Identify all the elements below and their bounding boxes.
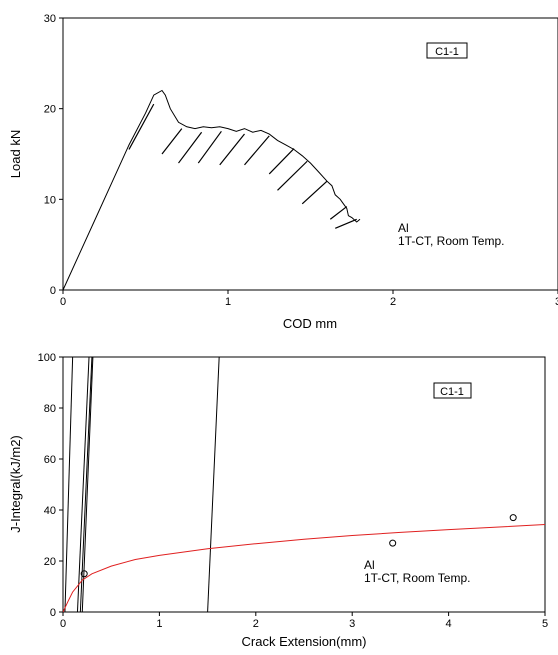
bottom-x-ticks: 0 1 2 3 4 5: [60, 612, 548, 630]
bottom-x-tick-label: 0: [60, 618, 66, 630]
bottom-tag-label: C1-1: [440, 386, 464, 398]
bottom-y-tick-label: 0: [50, 607, 56, 619]
unload-reload-segment: [178, 131, 203, 164]
bottom-tag-box: [433, 382, 472, 399]
blunting-line: [207, 356, 220, 613]
unload-reload-segment: [161, 128, 183, 155]
bottom-x-tick-label: 1: [156, 618, 162, 630]
top-tag-label: C1-1: [435, 46, 459, 58]
top-load-curve: [62, 89, 361, 291]
unload-reload-segment: [219, 133, 245, 166]
top-tag-box: [426, 42, 468, 59]
top-annotation-line-1: Al: [398, 221, 409, 235]
bottom-y-tick-label: 40: [44, 505, 56, 517]
bottom-y-tick-label: 80: [44, 403, 56, 415]
blunting-line: [76, 356, 90, 613]
top-annotation-line-2: 1T-CT, Room Temp.: [398, 234, 504, 248]
top-x-tick-label: 3: [555, 296, 558, 308]
data-point-open-circle: [389, 539, 397, 547]
bottom-x-tick-label: 4: [446, 618, 452, 630]
bottom-annotation-line-1: Al: [364, 558, 375, 572]
top-y-tick-label: 10: [44, 194, 56, 206]
data-point-open-circle: [509, 514, 517, 522]
unload-reload-segment: [301, 180, 328, 205]
blunting-line: [64, 356, 74, 613]
unload-reload-segment: [329, 206, 348, 220]
bottom-x-tick-label: 3: [349, 618, 355, 630]
unload-reload-segment: [244, 135, 270, 166]
top-x-tick-label: 0: [60, 296, 66, 308]
bottom-y-ticks: 0 20 40 60 80 100: [38, 352, 63, 619]
top-x-axis-label: COD mm: [283, 316, 337, 331]
unload-reload-segment: [277, 160, 308, 191]
bottom-x-tick-label: 5: [542, 618, 548, 630]
bottom-y-axis-label: J-Integral(kJ/m2): [8, 435, 23, 533]
data-point-open-circle: [80, 570, 88, 578]
bottom-y-tick-label: 20: [44, 556, 56, 568]
bottom-x-tick-label: 2: [253, 618, 259, 630]
bottom-x-axis-label: Crack Extension(mm): [242, 634, 367, 649]
top-y-tick-label: 20: [44, 104, 56, 116]
unload-reload-segment: [197, 130, 222, 164]
unload-reload-segment: [128, 103, 155, 150]
unload-reload-segment: [335, 218, 357, 229]
top-unload-segments: [128, 103, 357, 229]
blunting-line: [81, 356, 94, 613]
bottom-plot-frame: [62, 356, 546, 613]
top-y-ticks: 0 10 20 30: [44, 13, 63, 297]
top-y-tick-label: 0: [50, 285, 56, 297]
bottom-fit-curve: [62, 524, 546, 613]
chart-top: 0 1 2 3 0 10 20 30 COD mm Load kN C1-1 Al 1T-C…: [8, 13, 558, 331]
bottom-data-points: [80, 514, 517, 578]
bottom-annotation-line-2: 1T-CT, Room Temp.: [364, 571, 470, 585]
top-plot-frame: [62, 17, 558, 291]
top-x-tick-label: 2: [390, 296, 396, 308]
top-y-tick-label: 30: [44, 13, 56, 25]
top-x-ticks: 0 1 2 3: [60, 290, 558, 308]
top-y-axis-label: Load kN: [8, 130, 23, 178]
unload-reload-segment: [268, 148, 295, 175]
bottom-blunting-lines: [64, 356, 220, 613]
bottom-y-tick-label: 100: [38, 352, 56, 364]
top-x-tick-label: 1: [225, 296, 231, 308]
bottom-y-tick-label: 60: [44, 454, 56, 466]
blunting-line: [79, 356, 93, 613]
